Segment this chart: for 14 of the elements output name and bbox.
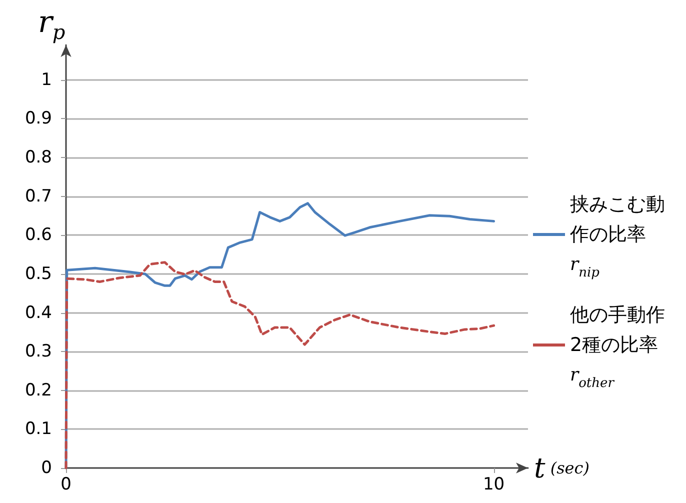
y-axis-title: r$_{p}$ bbox=[38, 5, 66, 46]
y-tick-label: 0.4 bbox=[24, 302, 52, 323]
y-tick-label: 0.5 bbox=[24, 264, 52, 284]
y-tick-label: 0.1 bbox=[24, 419, 52, 440]
y-tick-label: 0.9 bbox=[24, 108, 52, 129]
y-tick-label: 0.6 bbox=[24, 225, 52, 246]
line-series bbox=[64, 261, 496, 470]
y-tick-label: 0.7 bbox=[24, 186, 52, 206]
y-tick-label: 0.2 bbox=[24, 380, 52, 400]
x-tick-label: 10 bbox=[482, 474, 505, 494]
y-tick-label: 1 bbox=[41, 70, 52, 90]
y-tick-label: 0.8 bbox=[24, 148, 52, 168]
y-tick-label: 0.3 bbox=[24, 342, 52, 362]
y-tick-label: 0 bbox=[41, 458, 52, 478]
